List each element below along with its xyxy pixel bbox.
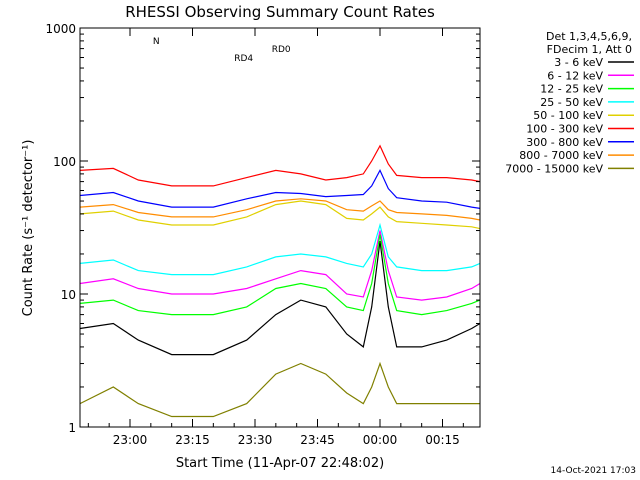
plot-area: N RD0 RD4: [79, 37, 481, 418]
x-tick-label: 23:45: [300, 433, 335, 447]
series-line-2: [79, 234, 481, 316]
y-axis: 1 10 100 1000: [45, 22, 480, 435]
annotation-n: N: [153, 37, 160, 47]
legend-label-7: 800 - 7000 keV: [519, 149, 603, 162]
y-tick-label: 1: [68, 421, 76, 435]
series-line-4: [79, 200, 481, 230]
x-axis-label: Start Time (11-Apr-07 22:48:02): [176, 456, 384, 471]
annotation-rd0: RD0: [272, 45, 291, 55]
legend-label-8: 7000 - 15000 keV: [505, 162, 603, 175]
annotation-rd4: RD4: [234, 54, 253, 64]
plot-frame: [79, 27, 481, 428]
y-axis-label: Count Rate (s⁻¹ detector⁻¹): [21, 140, 36, 317]
legend-label-6: 300 - 800 keV: [526, 136, 603, 149]
legend-label-5: 100 - 300 keV: [526, 123, 603, 136]
legend-header-1: Det 1,3,4,5,6,9,: [546, 30, 632, 43]
series-line-6: [79, 169, 481, 209]
x-tick-label: 00:15: [425, 433, 460, 447]
y-tick-label: 100: [53, 155, 76, 169]
series-line-7: [79, 198, 481, 221]
legend-label-3: 25 - 50 keV: [540, 96, 603, 109]
series-line-0: [79, 241, 481, 356]
legend-label-2: 12 - 25 keV: [540, 83, 603, 96]
legend-label-0: 3 - 6 keV: [554, 56, 603, 69]
series-line-8: [79, 361, 480, 418]
chart-title: RHESSI Observing Summary Count Rates: [125, 3, 435, 21]
y-tick-label: 10: [61, 288, 76, 302]
x-tick-label: 23:15: [175, 433, 210, 447]
legend: Det 1,3,4,5,6,9, FDecim 1, Att 0 3 - 6 k…: [505, 30, 634, 175]
series-line-3: [79, 222, 481, 276]
legend-label-4: 50 - 100 keV: [533, 109, 603, 122]
x-tick-label: 00:00: [363, 433, 398, 447]
x-tick-label: 23:00: [113, 433, 148, 447]
legend-label-1: 6 - 12 keV: [547, 69, 603, 82]
legend-header-2: FDecim 1, Att 0: [547, 43, 632, 56]
series-line-1: [79, 230, 481, 301]
x-axis: 23:00 23:15 23:30 23:45 00:00 00:15: [87, 28, 464, 447]
timestamp: 14-Oct-2021 17:03: [551, 466, 636, 476]
y-tick-label: 1000: [45, 22, 76, 36]
x-tick-label: 23:30: [238, 433, 273, 447]
series-line-5: [79, 144, 481, 187]
